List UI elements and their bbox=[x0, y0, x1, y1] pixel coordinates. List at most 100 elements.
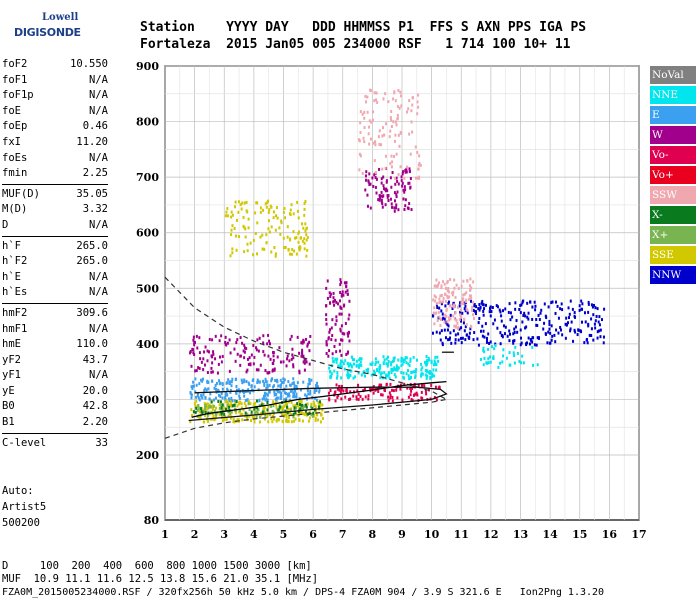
echo-point bbox=[334, 357, 337, 361]
legend-entry: W bbox=[650, 126, 696, 144]
echo-point bbox=[487, 332, 490, 336]
echo-point bbox=[197, 396, 200, 400]
echo-point bbox=[266, 383, 269, 387]
param-value: 35.05 bbox=[76, 187, 108, 200]
echo-point bbox=[367, 179, 370, 183]
echo-point bbox=[252, 402, 255, 406]
echo-point bbox=[404, 204, 407, 208]
echo-point bbox=[403, 190, 406, 194]
echo-point bbox=[515, 318, 518, 322]
echo-point bbox=[549, 341, 552, 345]
echo-point bbox=[440, 309, 443, 313]
header-row1: Station YYYY DAY DDD HHMMSS P1 FFS S AXN… bbox=[140, 20, 587, 35]
echo-point bbox=[208, 397, 211, 401]
echo-point bbox=[231, 247, 234, 251]
echo-point bbox=[583, 341, 586, 345]
echo-point bbox=[434, 311, 437, 315]
echo-point bbox=[196, 409, 199, 413]
echo-point bbox=[196, 346, 199, 350]
echo-point bbox=[308, 349, 311, 353]
echo-point bbox=[334, 390, 337, 394]
echo-point bbox=[249, 363, 252, 367]
echo-point bbox=[193, 410, 196, 414]
echo-point bbox=[444, 292, 447, 296]
echo-point bbox=[369, 362, 372, 366]
echo-point bbox=[264, 202, 267, 206]
echo-point bbox=[267, 354, 270, 358]
echo-point bbox=[211, 355, 214, 359]
echo-point bbox=[340, 359, 343, 363]
echo-point bbox=[402, 188, 405, 192]
echo-point bbox=[289, 337, 292, 341]
echo-point bbox=[370, 373, 373, 377]
echo-point bbox=[234, 407, 237, 411]
echo-point bbox=[258, 420, 261, 424]
x-tick-label: 8 bbox=[369, 528, 377, 541]
echo-point bbox=[458, 318, 461, 322]
echo-point bbox=[206, 380, 209, 384]
echo-point bbox=[432, 313, 435, 317]
echo-point bbox=[415, 358, 418, 362]
echo-point bbox=[565, 322, 568, 326]
echo-point bbox=[261, 247, 264, 251]
echo-point bbox=[218, 339, 221, 343]
echo-point bbox=[315, 410, 318, 414]
echo-point bbox=[462, 293, 465, 297]
echo-point bbox=[333, 344, 336, 348]
echo-point bbox=[198, 410, 201, 414]
echo-point bbox=[270, 250, 273, 254]
y-tick-label: 500 bbox=[136, 282, 159, 295]
echo-point bbox=[499, 342, 502, 346]
echo-point bbox=[426, 374, 429, 378]
echo-point bbox=[245, 380, 248, 384]
echo-point bbox=[250, 353, 253, 357]
echo-point bbox=[451, 307, 454, 311]
echo-point bbox=[409, 177, 412, 181]
echo-point bbox=[445, 286, 448, 290]
echo-point bbox=[472, 308, 475, 312]
echo-point bbox=[367, 367, 370, 371]
echo-point bbox=[344, 290, 347, 294]
echo-point bbox=[498, 308, 501, 312]
echo-point bbox=[214, 412, 217, 416]
echo-point bbox=[195, 399, 198, 403]
echo-point bbox=[303, 412, 306, 416]
echo-point bbox=[393, 90, 396, 94]
echo-point bbox=[192, 351, 195, 355]
echo-point bbox=[390, 370, 393, 374]
echo-point bbox=[591, 305, 594, 309]
echo-point bbox=[331, 352, 334, 356]
echo-point bbox=[454, 341, 457, 345]
echo-point bbox=[384, 92, 387, 96]
echo-point bbox=[277, 396, 280, 400]
echo-point bbox=[527, 311, 530, 315]
echo-point bbox=[268, 208, 271, 212]
echo-point bbox=[559, 325, 562, 329]
echo-point bbox=[208, 405, 211, 409]
echo-point bbox=[594, 319, 597, 323]
echo-point bbox=[279, 385, 282, 389]
echo-point bbox=[227, 378, 230, 382]
echo-point bbox=[224, 393, 227, 397]
echo-point bbox=[286, 411, 289, 415]
echo-point bbox=[598, 315, 601, 319]
echo-point bbox=[526, 315, 529, 319]
echo-point bbox=[409, 393, 412, 397]
echo-point bbox=[386, 364, 389, 368]
echo-point bbox=[506, 334, 509, 338]
echo-point bbox=[512, 332, 515, 336]
echo-point bbox=[239, 354, 242, 358]
echo-point bbox=[554, 311, 557, 315]
echo-point bbox=[374, 171, 377, 175]
echo-point bbox=[261, 233, 264, 237]
echo-point bbox=[390, 118, 393, 122]
echo-point bbox=[434, 361, 437, 365]
echo-point bbox=[428, 358, 431, 362]
echo-point bbox=[339, 290, 342, 294]
echo-point bbox=[318, 388, 321, 392]
echo-point bbox=[447, 300, 450, 304]
param-row: h`F 265.0 bbox=[2, 239, 108, 255]
echo-point bbox=[438, 301, 441, 305]
echo-point bbox=[381, 202, 384, 206]
y-tick-label: 900 bbox=[136, 60, 159, 73]
